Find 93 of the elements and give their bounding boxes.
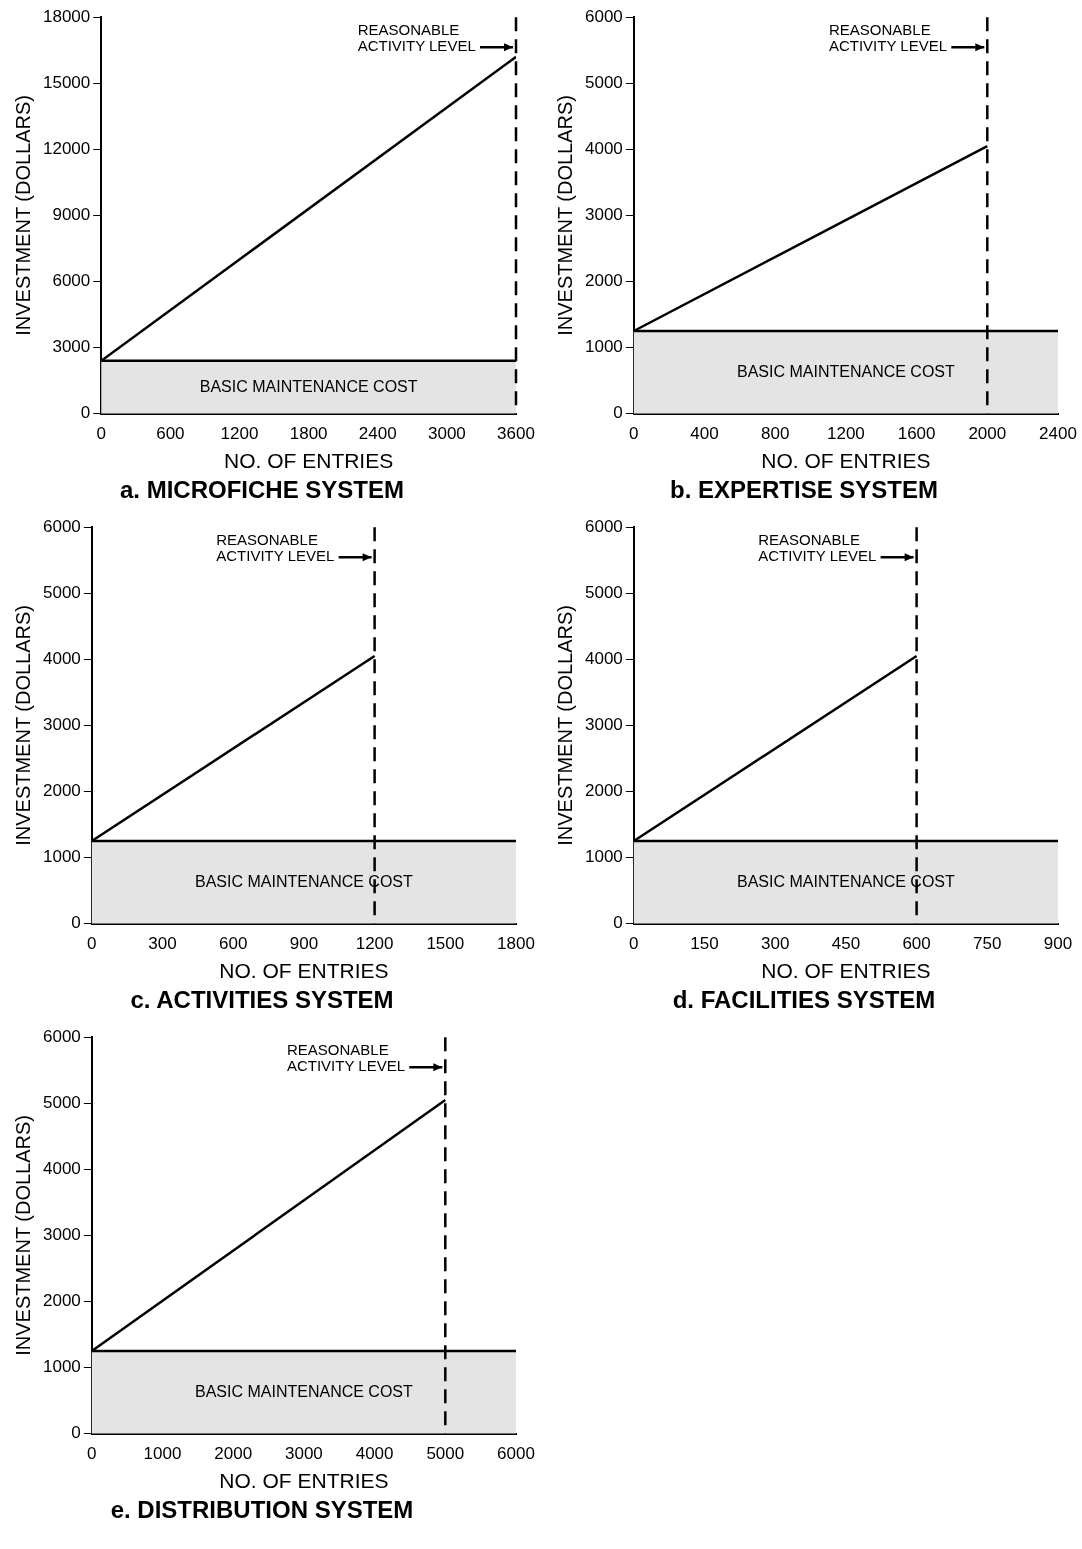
y-tick-label: 1000 bbox=[42, 847, 81, 867]
y-tick-label: 2000 bbox=[584, 271, 623, 291]
band-label: BASIC MAINTENANCE COST bbox=[737, 872, 956, 890]
y-tick-label: 6000 bbox=[584, 516, 623, 536]
y-tick-label: 6000 bbox=[42, 516, 81, 536]
ref-line-label: REASONABLE ACTIVITY LEVEL bbox=[758, 530, 877, 564]
y-tick-label: 5000 bbox=[584, 72, 623, 92]
x-tick-label: 1600 bbox=[897, 424, 936, 444]
y-tick-label: 0 bbox=[80, 403, 91, 423]
x-axis-title: NO. OF ENTRIES bbox=[219, 1469, 389, 1493]
x-tick-label: 1800 bbox=[289, 424, 328, 444]
x-tick-label: 1200 bbox=[827, 424, 865, 444]
y-tick-label: 3000 bbox=[584, 715, 623, 735]
x-tick-label: 750 bbox=[973, 934, 1002, 954]
x-tick-label: 0 bbox=[629, 424, 639, 444]
x-tick-label: 3000 bbox=[285, 1444, 323, 1464]
x-tick-label: 150 bbox=[690, 934, 719, 954]
x-tick-label: 3000 bbox=[427, 424, 466, 444]
y-tick-label: 0 bbox=[613, 913, 623, 933]
y-tick-label: 15000 bbox=[42, 72, 91, 92]
y-tick-label: 1000 bbox=[584, 847, 623, 867]
x-axis-title: NO. OF ENTRIES bbox=[219, 959, 389, 983]
y-tick-label: 6000 bbox=[52, 271, 91, 291]
x-axis-title: NO. OF ENTRIES bbox=[224, 449, 394, 473]
text: e. DISTRIBUTION SYSTEM bbox=[110, 1496, 414, 1524]
y-tick-label: 9000 bbox=[52, 205, 91, 225]
y-tick-label: 4000 bbox=[584, 139, 623, 159]
x-tick-label: 300 bbox=[761, 934, 790, 954]
y-tick-label: 0 bbox=[71, 913, 81, 933]
y-axis-title: INVESTMENT (DOLLARS) bbox=[11, 1115, 34, 1356]
band-label: BASIC MAINTENANCE COST bbox=[195, 872, 414, 890]
x-tick-label: 2400 bbox=[1039, 424, 1077, 444]
x-tick-label: 0 bbox=[96, 424, 107, 444]
y-tick-label: 2000 bbox=[42, 781, 81, 801]
band-label: BASIC MAINTENANCE COST bbox=[195, 1382, 414, 1400]
text: b. EXPERTISE SYSTEM bbox=[669, 476, 939, 504]
x-tick-label: 600 bbox=[219, 934, 248, 954]
x-tick-label: 1200 bbox=[220, 424, 259, 444]
text: a. MICROFICHE SYSTEM bbox=[119, 476, 405, 504]
y-axis-title: INVESTMENT (DOLLARS) bbox=[553, 605, 576, 846]
x-tick-label: 2400 bbox=[358, 424, 397, 444]
x-tick-label: 1000 bbox=[143, 1444, 182, 1464]
y-tick-label: 2000 bbox=[42, 1291, 81, 1311]
y-tick-label: 1000 bbox=[42, 1357, 81, 1377]
y-axis-title: INVESTMENT (DOLLARS) bbox=[553, 95, 576, 336]
y-tick-label: 6000 bbox=[584, 6, 623, 26]
ref-line-label: REASONABLE ACTIVITY LEVEL bbox=[286, 1040, 406, 1074]
y-tick-label: 18000 bbox=[42, 6, 91, 26]
y-tick-label: 0 bbox=[71, 1423, 81, 1443]
y-tick-label: 4000 bbox=[42, 1159, 81, 1179]
y-tick-label: 6000 bbox=[42, 1026, 81, 1046]
band-label: BASIC MAINTENANCE COST bbox=[199, 377, 418, 395]
y-tick-label: 0 bbox=[613, 403, 623, 423]
x-axis-title: NO. OF ENTRIES bbox=[761, 959, 931, 983]
y-tick-label: 4000 bbox=[584, 649, 623, 669]
y-tick-label: 1000 bbox=[584, 337, 623, 357]
ref-line-label: REASONABLE ACTIVITY LEVEL bbox=[357, 20, 476, 54]
x-tick-label: 800 bbox=[761, 424, 790, 444]
x-tick-label: 6000 bbox=[497, 1444, 535, 1464]
y-tick-label: 3000 bbox=[584, 205, 623, 225]
x-tick-label: 1500 bbox=[426, 934, 465, 954]
x-tick-label: 300 bbox=[148, 934, 177, 954]
x-tick-label: 450 bbox=[831, 934, 861, 954]
x-tick-label: 600 bbox=[902, 934, 931, 954]
text: d. FACILITIES SYSTEM bbox=[672, 986, 936, 1014]
y-axis-title: INVESTMENT (DOLLARS) bbox=[11, 605, 34, 846]
y-tick-label: 5000 bbox=[584, 582, 623, 602]
x-tick-label: 1200 bbox=[355, 934, 394, 954]
x-tick-label: 2000 bbox=[214, 1444, 253, 1464]
ref-line-label: REASONABLE ACTIVITY LEVEL bbox=[216, 530, 335, 564]
x-axis-title: NO. OF ENTRIES bbox=[761, 449, 931, 473]
x-tick-label: 4000 bbox=[355, 1444, 394, 1464]
x-tick-label: 1800 bbox=[497, 934, 535, 954]
x-tick-label: 600 bbox=[156, 424, 185, 444]
x-tick-label: 5000 bbox=[426, 1444, 465, 1464]
ref-line-label: REASONABLE ACTIVITY LEVEL bbox=[828, 20, 948, 54]
x-tick-label: 3600 bbox=[497, 424, 535, 444]
y-tick-label: 3000 bbox=[52, 337, 91, 357]
y-tick-label: 4000 bbox=[42, 649, 81, 669]
y-tick-label: 12000 bbox=[42, 139, 91, 159]
text: c. ACTIVITIES SYSTEM bbox=[130, 986, 394, 1014]
band-label: BASIC MAINTENANCE COST bbox=[737, 362, 956, 380]
x-tick-label: 400 bbox=[690, 424, 719, 444]
y-tick-label: 3000 bbox=[42, 715, 81, 735]
x-tick-label: 900 bbox=[289, 934, 319, 954]
y-tick-label: 2000 bbox=[584, 781, 623, 801]
y-tick-label: 5000 bbox=[42, 1092, 81, 1112]
y-axis-title: INVESTMENT (DOLLARS) bbox=[11, 95, 34, 336]
x-tick-label: 2000 bbox=[968, 424, 1007, 444]
x-tick-label: 900 bbox=[1043, 934, 1073, 954]
y-tick-label: 3000 bbox=[42, 1225, 81, 1245]
y-tick-label: 5000 bbox=[42, 582, 81, 602]
x-tick-label: 0 bbox=[629, 934, 639, 954]
